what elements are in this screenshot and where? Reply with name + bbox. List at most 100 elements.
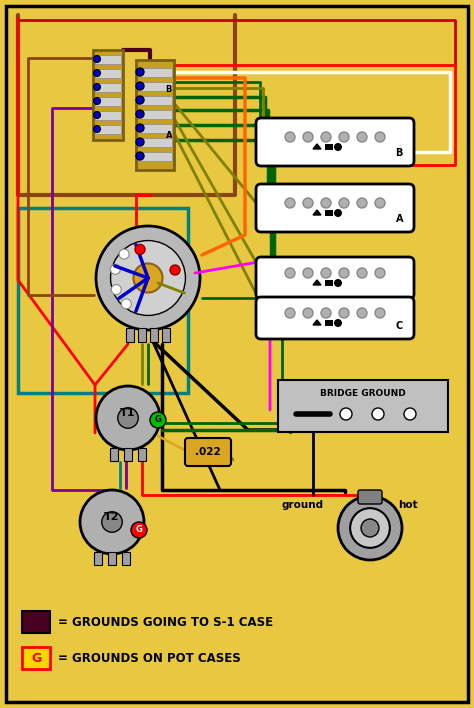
Bar (22, 647, 50, 669)
Circle shape (110, 241, 185, 316)
Circle shape (334, 279, 342, 287)
Text: = GROUNDS ON POT CASES: = GROUNDS ON POT CASES (58, 651, 241, 665)
Bar (95, 83, 121, 92)
Bar (138, 82, 172, 91)
Polygon shape (313, 280, 321, 285)
Text: hot: hot (398, 500, 418, 510)
Text: T2: T2 (104, 512, 120, 522)
FancyBboxPatch shape (256, 297, 414, 339)
Circle shape (134, 263, 163, 292)
Bar (93, 50, 123, 140)
Circle shape (361, 519, 379, 537)
Circle shape (119, 249, 129, 259)
Circle shape (340, 408, 352, 420)
Bar (325, 210, 333, 216)
Circle shape (321, 268, 331, 278)
Circle shape (121, 299, 131, 309)
Bar (95, 97, 121, 106)
Circle shape (131, 522, 147, 538)
Circle shape (170, 265, 180, 275)
Circle shape (334, 143, 342, 151)
Bar (138, 96, 172, 105)
Text: .022: .022 (195, 447, 221, 457)
Circle shape (110, 264, 120, 274)
Bar (94, 552, 102, 565)
Circle shape (136, 110, 144, 118)
Bar (138, 124, 172, 133)
Text: G: G (31, 651, 41, 665)
Circle shape (136, 152, 144, 160)
Circle shape (96, 226, 200, 330)
Text: C: C (396, 321, 403, 331)
Bar (325, 280, 333, 286)
Bar (138, 138, 172, 147)
Circle shape (375, 268, 385, 278)
Text: B: B (396, 148, 403, 158)
Bar (124, 448, 132, 461)
Bar (126, 328, 134, 342)
Text: G: G (136, 525, 143, 535)
Polygon shape (313, 210, 321, 215)
Circle shape (285, 198, 295, 208)
Circle shape (285, 268, 295, 278)
Circle shape (285, 308, 295, 318)
Text: A: A (165, 130, 172, 139)
Text: A: A (395, 214, 403, 224)
Circle shape (136, 96, 144, 104)
Bar (122, 552, 130, 565)
Circle shape (303, 198, 313, 208)
Circle shape (321, 198, 331, 208)
Bar (138, 448, 146, 461)
Text: B: B (165, 86, 172, 94)
Circle shape (404, 408, 416, 420)
Circle shape (102, 512, 122, 532)
Circle shape (339, 308, 349, 318)
Text: BRIDGE GROUND: BRIDGE GROUND (320, 389, 406, 397)
Circle shape (334, 209, 342, 217)
Circle shape (136, 82, 144, 90)
Circle shape (118, 408, 138, 428)
Circle shape (93, 55, 100, 62)
Polygon shape (313, 144, 321, 149)
FancyBboxPatch shape (256, 184, 414, 232)
Polygon shape (313, 320, 321, 325)
Circle shape (334, 319, 342, 327)
Text: G: G (155, 416, 162, 425)
Bar (95, 125, 121, 134)
Circle shape (80, 490, 144, 554)
Bar (110, 448, 118, 461)
Text: T1: T1 (120, 408, 136, 418)
Circle shape (135, 244, 145, 254)
Bar (150, 328, 158, 342)
Circle shape (339, 132, 349, 142)
Circle shape (338, 496, 402, 560)
Bar (325, 320, 333, 326)
Bar (138, 152, 172, 161)
Circle shape (321, 308, 331, 318)
Circle shape (150, 412, 166, 428)
Bar (138, 110, 172, 119)
Bar (95, 111, 121, 120)
Text: = GROUNDS GOING TO S-1 CASE: = GROUNDS GOING TO S-1 CASE (58, 615, 273, 629)
Circle shape (136, 68, 144, 76)
Bar (95, 55, 121, 64)
Bar (138, 68, 172, 77)
Circle shape (111, 285, 121, 295)
Bar (136, 60, 174, 170)
Circle shape (321, 132, 331, 142)
Circle shape (93, 98, 100, 105)
Circle shape (303, 268, 313, 278)
Circle shape (93, 111, 100, 118)
Bar (18, 208, 188, 393)
Circle shape (136, 138, 144, 146)
Circle shape (93, 69, 100, 76)
Bar (22, 611, 50, 633)
Circle shape (303, 308, 313, 318)
Circle shape (372, 408, 384, 420)
Circle shape (93, 125, 100, 132)
Circle shape (357, 268, 367, 278)
Text: ground: ground (282, 500, 324, 510)
Bar (278, 380, 448, 432)
Bar (162, 328, 170, 342)
Circle shape (375, 198, 385, 208)
